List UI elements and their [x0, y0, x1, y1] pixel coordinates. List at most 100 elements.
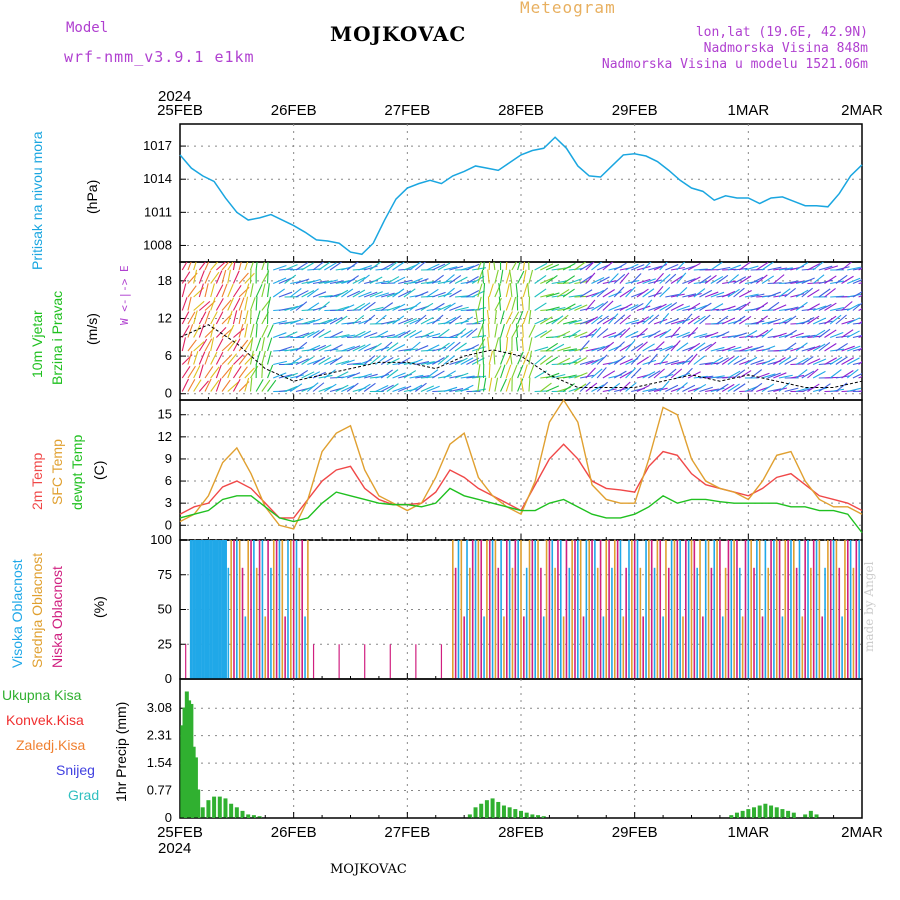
wind-barb	[426, 344, 440, 352]
cloud-bar	[659, 540, 662, 679]
cloud-bar	[682, 616, 684, 679]
wind-barb	[625, 319, 640, 325]
wind-barb	[619, 343, 633, 352]
wind-barb	[574, 357, 587, 365]
wind-barb	[557, 330, 571, 338]
precip-bar	[501, 805, 506, 818]
precip-bar	[791, 812, 796, 818]
wind-barb	[358, 373, 372, 379]
cloud-bar	[500, 540, 502, 679]
wind-barb	[824, 357, 838, 365]
wind-barb	[363, 382, 376, 392]
cloud-bar	[523, 616, 525, 679]
wind-barb	[488, 350, 493, 365]
wind-barb	[727, 355, 740, 365]
wind-barb	[704, 274, 717, 284]
wind-barb	[619, 381, 631, 392]
wind-barb	[812, 358, 827, 366]
cloud-bar	[744, 540, 747, 679]
wind-barb	[380, 302, 394, 311]
precip-bar	[200, 807, 205, 818]
wind-barb	[375, 385, 389, 392]
wind-barb	[437, 292, 452, 298]
wind-barb	[568, 304, 582, 312]
cloud-bar-high	[212, 540, 216, 679]
wind-barb	[801, 287, 813, 298]
wind-barb	[755, 302, 769, 311]
wind-barb	[306, 288, 319, 298]
wind-barb	[522, 364, 528, 379]
wind-barb	[381, 292, 395, 298]
cloud-bar	[480, 540, 483, 679]
wind-barb	[290, 304, 304, 311]
cloud-bar	[613, 540, 616, 679]
wind-barb	[181, 378, 189, 392]
wind-barb	[312, 344, 327, 352]
wind-barb	[520, 377, 524, 392]
cloud-bar	[491, 540, 494, 679]
wind-barb	[341, 373, 356, 379]
date-tick-bottom: 27FEB	[384, 824, 430, 841]
wind-barb	[847, 277, 861, 285]
cloud-bar	[650, 540, 653, 679]
wind-barb	[801, 317, 815, 325]
wind-barb	[460, 316, 474, 325]
wind-barb	[824, 265, 839, 271]
cloud-bar	[233, 540, 235, 679]
wind-barb	[409, 358, 423, 366]
wind-barb	[648, 265, 662, 271]
wind-barb	[852, 302, 862, 311]
wind-barb	[232, 262, 236, 271]
cloud-bar	[559, 540, 562, 679]
wind-barb	[812, 262, 825, 271]
wind-barb	[636, 288, 649, 298]
wind-barb	[454, 342, 467, 352]
wind-barb	[795, 387, 810, 393]
cloud-bar	[511, 567, 514, 679]
wind-barb	[204, 270, 212, 284]
wind-barb	[498, 296, 502, 311]
wind-barb	[801, 334, 816, 339]
wind-barb	[352, 302, 366, 311]
precip-bar	[234, 807, 239, 818]
wind-barb	[375, 330, 389, 338]
temp-ylabel-2: SFC Temp	[49, 439, 65, 505]
wind-barb	[733, 303, 747, 311]
wind-barb	[358, 274, 370, 284]
wind-barb	[392, 386, 406, 393]
wind-barb	[392, 276, 406, 284]
wind-barb	[193, 341, 205, 352]
wind-barb	[744, 356, 758, 365]
wind-barb	[687, 371, 701, 379]
cloud-bar	[778, 540, 781, 679]
wind-barb	[511, 325, 520, 338]
y-tick-label: 0	[165, 810, 172, 825]
cloud-bar-high	[221, 540, 225, 679]
y-tick-label: 6	[165, 348, 172, 363]
legend-freezing-rain: Zaledj.Kisa	[16, 737, 85, 753]
wind-barb	[500, 351, 507, 365]
cloud-bar	[787, 540, 789, 679]
wind-barb	[369, 306, 384, 312]
wind-barb	[585, 299, 596, 311]
wind-barb	[545, 274, 558, 284]
wind-barb	[807, 315, 820, 325]
cloud-bar	[582, 616, 585, 679]
cloud-bar	[690, 540, 693, 679]
wind-barb	[710, 375, 725, 379]
wind-barb	[562, 262, 576, 271]
cloud-bar-high	[218, 540, 222, 679]
wind-barb	[261, 299, 271, 311]
wind-barb	[352, 314, 365, 325]
cloud-bar	[454, 567, 457, 679]
wind-barb	[266, 262, 269, 271]
wind-barb	[648, 305, 662, 312]
wind-barb	[193, 365, 201, 379]
wind-barb	[249, 377, 253, 392]
wind-barb	[215, 378, 222, 392]
wind-barb	[482, 377, 487, 392]
cloud-bar	[244, 616, 247, 679]
wind-barb	[755, 315, 768, 325]
wind-barb	[198, 364, 204, 379]
wind-barb	[653, 303, 667, 311]
